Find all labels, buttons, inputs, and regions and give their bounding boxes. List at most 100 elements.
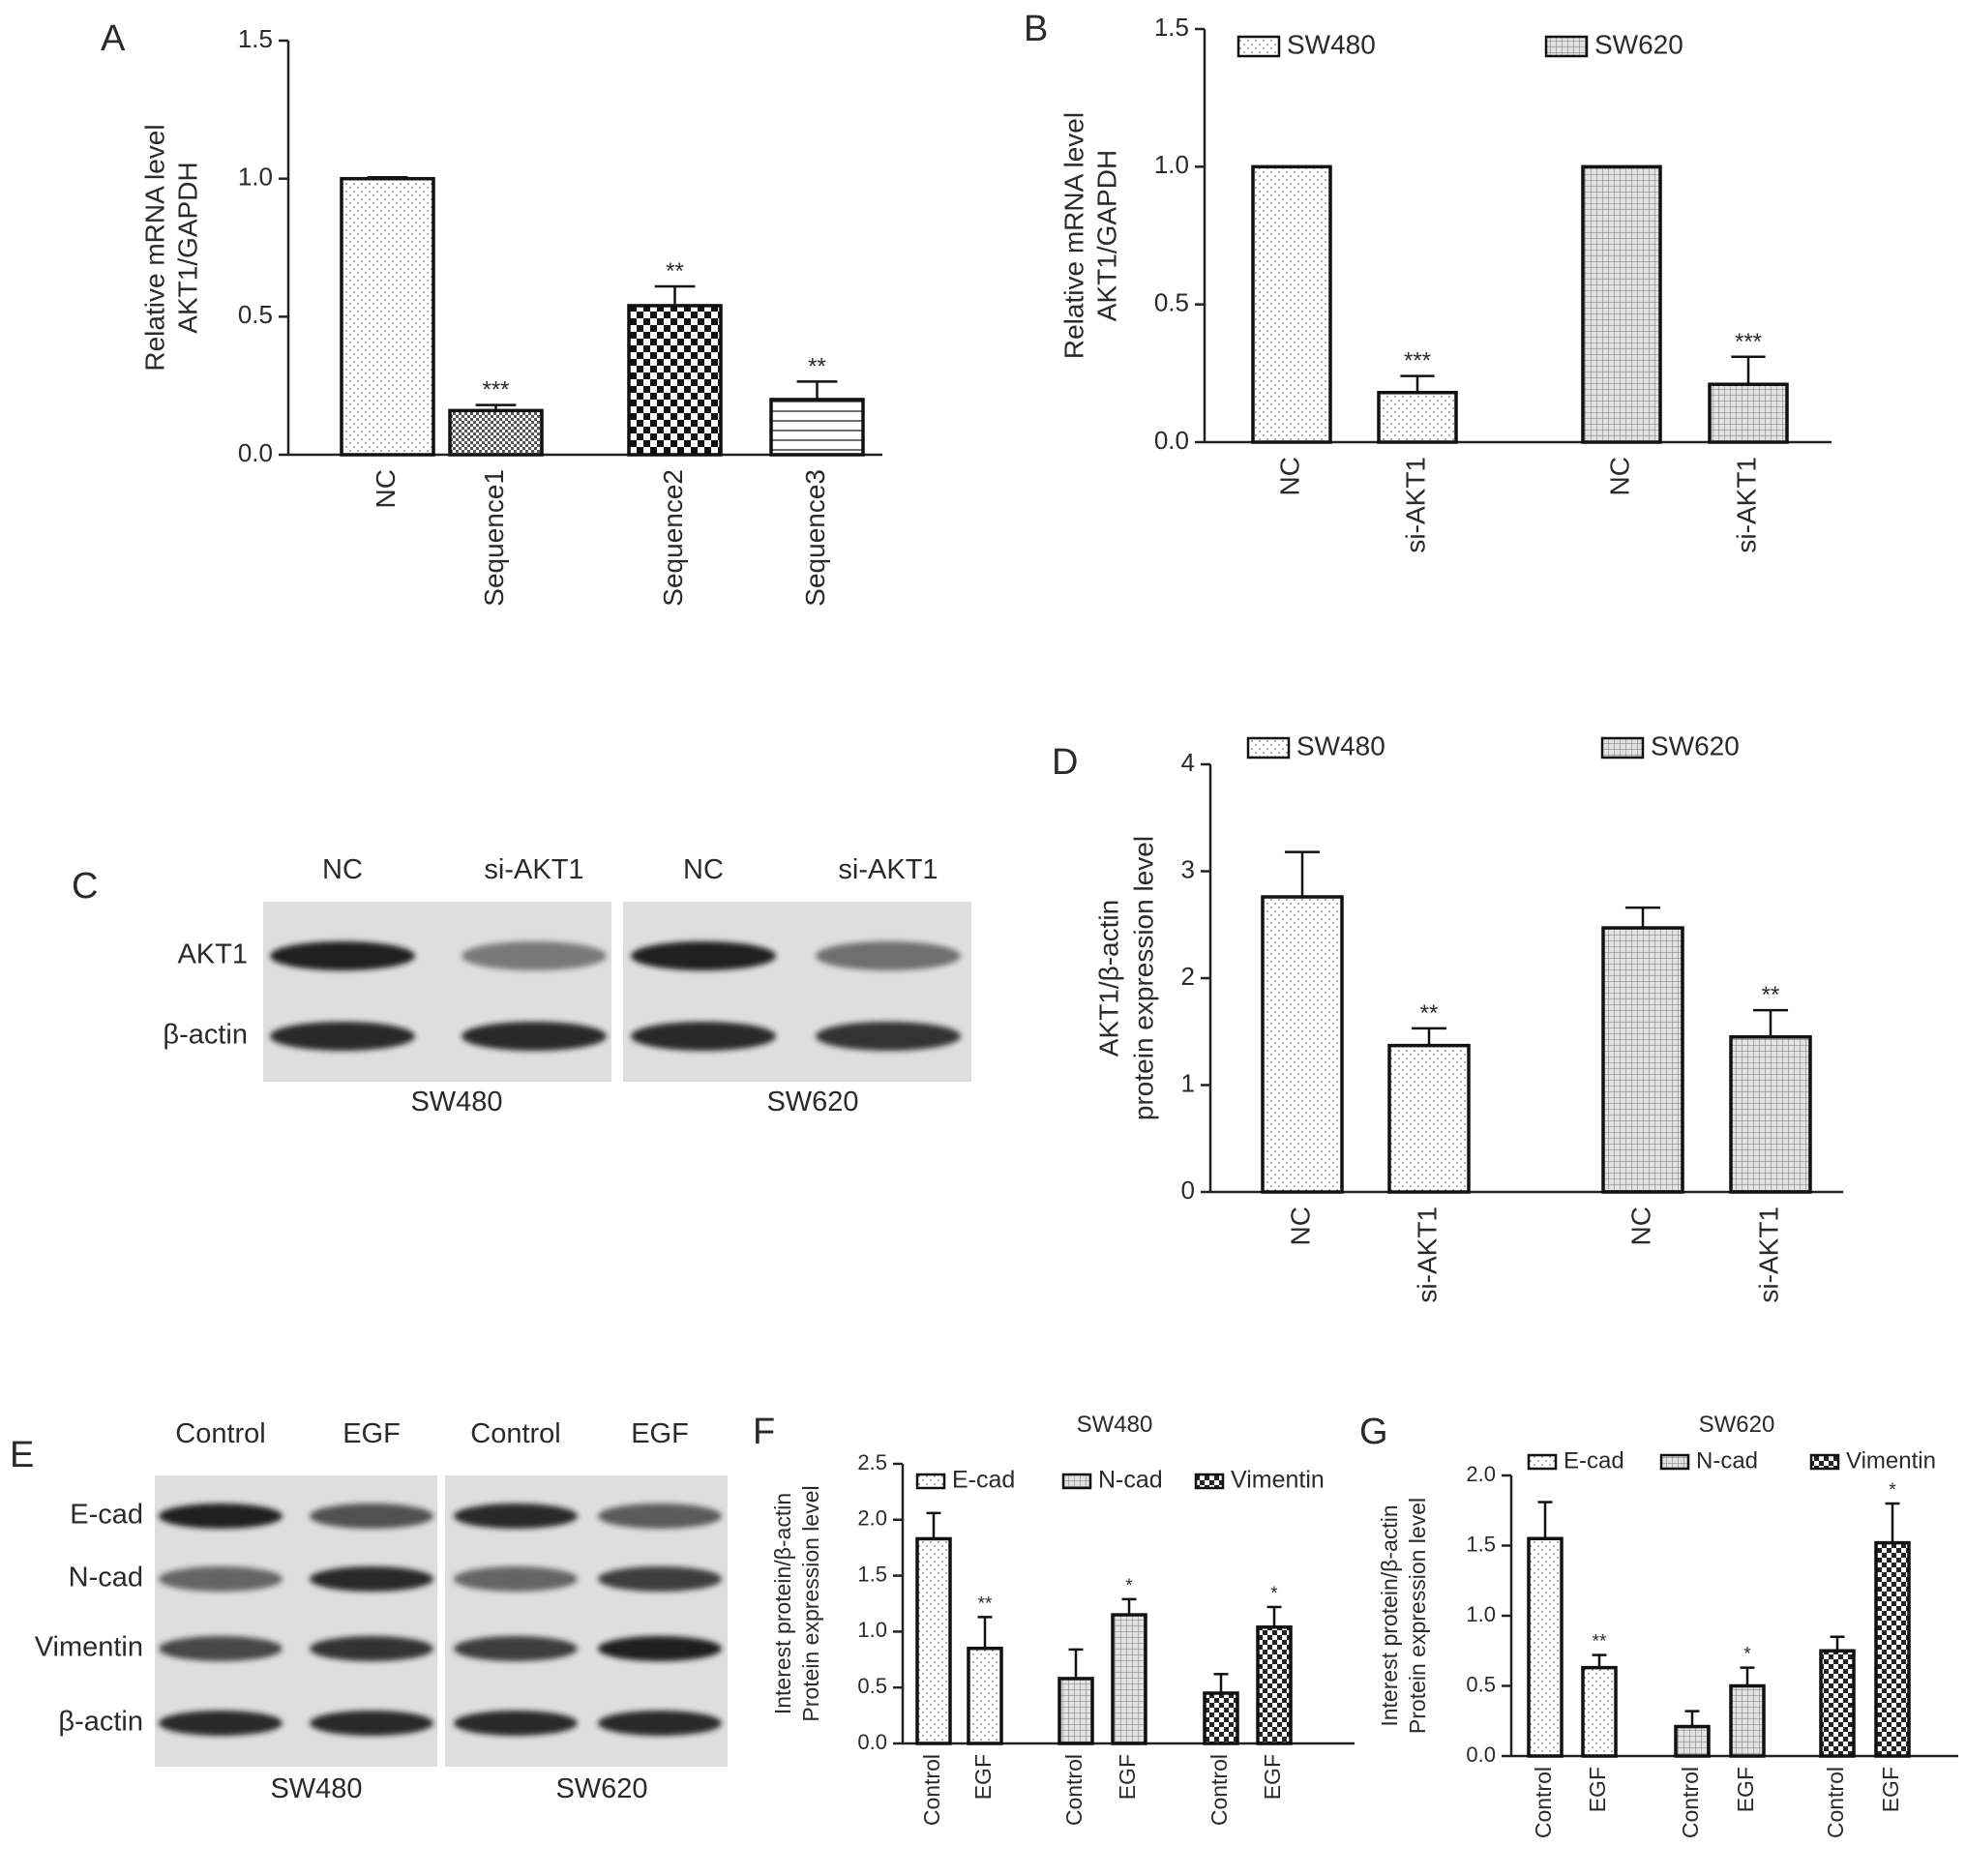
bar — [340, 176, 435, 457]
protein-band — [631, 1022, 776, 1051]
legend-swatch — [1600, 736, 1645, 759]
protein-band — [310, 1711, 433, 1736]
lane-label: Control — [175, 1418, 266, 1449]
legend-label: Vimentin — [1846, 1447, 1936, 1474]
y-tick-label: 2.5 — [857, 1450, 887, 1474]
y-axis-label: Protein expression level — [1405, 1498, 1430, 1734]
bar — [1729, 1035, 1812, 1194]
chart-title: SW620 — [1699, 1412, 1775, 1438]
legend-swatch — [1194, 1473, 1225, 1490]
x-tick-label: Control — [1206, 1754, 1232, 1826]
y-axis-label: Relative mRNA level — [1058, 112, 1088, 359]
protein-band — [159, 1711, 283, 1736]
bar — [1581, 164, 1662, 444]
blot-membrane — [623, 902, 971, 1082]
bar — [967, 1646, 1003, 1745]
cell-line-label: SW480 — [270, 1773, 362, 1804]
bar — [1261, 895, 1344, 1194]
panel-label-d: D — [1052, 742, 1078, 783]
panel-label-b: B — [1024, 9, 1048, 49]
x-tick-label: Sequence2 — [658, 469, 688, 607]
y-tick-label: 1.5 — [857, 1562, 887, 1586]
protein-band — [598, 1636, 722, 1661]
legend-label: E-cad — [952, 1467, 1015, 1494]
chart-g: 0.0 0.5 1.0 1.5 2.0 Interest protein/β-actin P… — [1377, 1412, 1958, 1838]
significance-mark: ** — [1420, 1000, 1439, 1027]
y-tick-label: 4 — [1181, 748, 1195, 777]
western-blot-e: Control EGF Control EGF E-cad N-cad Vimentin β-… — [35, 1418, 728, 1804]
protein-band — [598, 1711, 722, 1736]
legend-swatch — [1061, 1473, 1092, 1490]
bar — [1203, 1691, 1239, 1745]
protein-label: N-cad — [69, 1563, 143, 1593]
x-tick-label: Control — [1823, 1767, 1848, 1838]
x-tick-label: EGF — [970, 1754, 996, 1800]
legend-swatch — [1246, 736, 1291, 759]
legend-swatch — [915, 1473, 946, 1490]
y-tick-label: 1.0 — [238, 163, 273, 192]
y-tick-label: 0.5 — [857, 1674, 887, 1698]
chart-b: 0.0 0.5 1.0 1.5 Relative mRNA level AKT1/GAPD… — [1058, 13, 1832, 553]
y-axis-label: Interest protein/β-actin — [770, 1493, 795, 1714]
x-tick-label: Sequence1 — [479, 469, 509, 607]
significance-mark: ** — [978, 1593, 993, 1614]
bar — [1251, 164, 1332, 444]
protein-band — [310, 1504, 433, 1529]
significance-mark: * — [1889, 1480, 1896, 1501]
protein-label: AKT1 — [177, 939, 248, 970]
panel-label-g: G — [1359, 1412, 1388, 1452]
protein-label: E-cad — [70, 1500, 143, 1531]
x-tick-label: NC — [1285, 1206, 1315, 1245]
y-tick-label: 2 — [1181, 962, 1195, 991]
significance-mark: *** — [1735, 329, 1762, 355]
legend-label: E-cad — [1564, 1447, 1624, 1474]
protein-band — [310, 1566, 433, 1592]
panel-label-e: E — [10, 1435, 34, 1475]
western-blot-c: NC si-AKT1 NC si-AKT1 AKT1 β-actin SW480 SW620 — [163, 854, 971, 1117]
lane-label: si-AKT1 — [484, 854, 583, 885]
y-tick-label: 0.0 — [1154, 426, 1189, 455]
protein-band — [310, 1636, 433, 1661]
protein-band — [816, 941, 961, 970]
y-axis-label: protein expression level — [1128, 836, 1158, 1120]
protein-band — [462, 941, 607, 970]
significance-mark: *** — [482, 377, 509, 403]
y-tick-label: 0.5 — [1466, 1672, 1496, 1696]
significance-mark: ** — [666, 258, 684, 284]
protein-band — [454, 1711, 578, 1736]
bar — [1708, 382, 1789, 444]
lane-label: NC — [322, 854, 363, 885]
protein-label: Vimentin — [35, 1632, 143, 1663]
lane-label: si-AKT1 — [838, 854, 938, 885]
bar — [915, 1536, 952, 1745]
panel-label-c: C — [72, 866, 98, 907]
y-axis-label: AKT1/GAPDH — [172, 162, 202, 333]
bar — [1057, 1677, 1094, 1745]
cell-line-label: SW620 — [555, 1773, 647, 1804]
bar — [1874, 1540, 1911, 1758]
legend-label: Vimentin — [1231, 1467, 1325, 1494]
y-axis-label: AKT1/β-actin — [1093, 900, 1123, 1057]
legend-label: SW480 — [1296, 730, 1385, 760]
y-tick-label: 1.0 — [857, 1618, 887, 1642]
cell-line-label: SW480 — [410, 1087, 502, 1117]
x-tick-label: si-AKT1 — [1412, 1206, 1442, 1303]
x-tick-label: NC — [1604, 457, 1634, 495]
chart-f: 0.0 0.5 1.0 1.5 2.0 2.5 Interest protein/β-act… — [770, 1412, 1355, 1826]
y-tick-label: 2.0 — [857, 1506, 887, 1531]
x-tick-label: Control — [1678, 1767, 1703, 1838]
bar — [1377, 391, 1458, 444]
y-tick-label: 0.0 — [238, 438, 273, 467]
y-axis-label: Interest protein/β-actin — [1377, 1504, 1402, 1726]
protein-band — [159, 1636, 283, 1661]
y-tick-label: 1 — [1181, 1068, 1195, 1097]
x-tick-label: EGF — [1733, 1767, 1758, 1812]
blot-membrane — [263, 902, 611, 1082]
y-axis-label: AKT1/GAPDH — [1091, 150, 1121, 321]
bar — [1729, 1683, 1766, 1758]
protein-band — [270, 941, 415, 970]
legend-label: N-cad — [1098, 1467, 1163, 1494]
y-tick-label: 0.5 — [238, 300, 273, 329]
y-tick-label: 1.0 — [1154, 150, 1189, 179]
bar — [627, 304, 723, 457]
